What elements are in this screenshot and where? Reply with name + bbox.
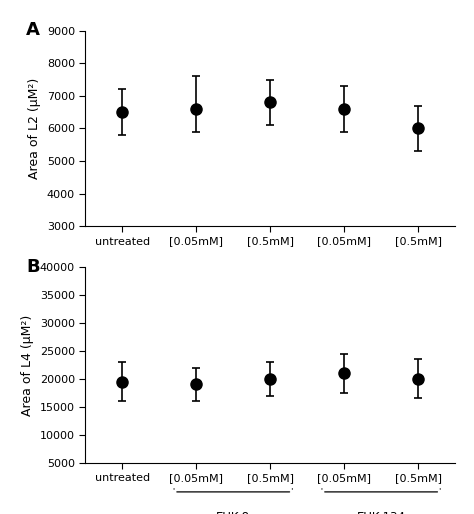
Y-axis label: Area of L2 (μM²): Area of L2 (μM²) [28, 78, 41, 179]
Text: EUK-8: EUK-8 [216, 511, 250, 514]
Text: EUK-134: EUK-134 [356, 269, 406, 282]
Text: A: A [26, 21, 40, 39]
Text: EUK-134: EUK-134 [356, 511, 406, 514]
Y-axis label: Area of L4 (μM²): Area of L4 (μM²) [21, 315, 34, 415]
Text: EUK-8: EUK-8 [216, 269, 250, 282]
Text: B: B [26, 258, 40, 276]
